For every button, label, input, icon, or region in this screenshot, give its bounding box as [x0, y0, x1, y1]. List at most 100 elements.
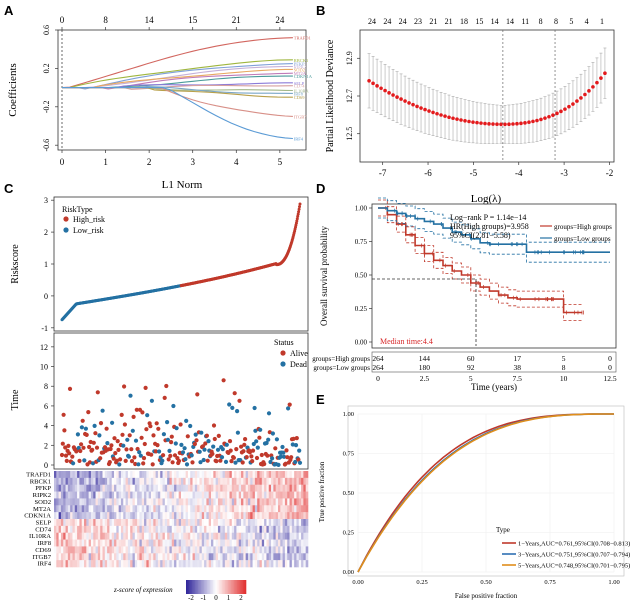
heatmap-cell — [169, 519, 173, 527]
heatmap-cell — [86, 491, 89, 499]
heatmap-row-il10ra: IL10RA — [29, 533, 51, 540]
scale-swatch — [208, 580, 211, 594]
heatmap-cell — [245, 512, 249, 520]
heatmap-cell — [241, 471, 244, 479]
heatmap-cell — [141, 525, 145, 534]
heatmap-cell — [93, 525, 96, 534]
panel-b-top-ticks: 24 24 24 23 21 21 18 15 14 14 11 8 8 5 4 1 — [368, 17, 604, 26]
b-point — [467, 119, 471, 124]
panel-c-heatmap-cells — [54, 471, 309, 568]
heatmap-cell — [63, 519, 66, 527]
heatmap-cell — [277, 498, 281, 506]
heatmap-cell — [171, 491, 175, 499]
heatmap-cell — [167, 484, 170, 492]
d-xtick-label: 7.5 — [513, 374, 523, 383]
heatmap-cell — [220, 484, 223, 492]
a-xtick-label: 4 — [234, 157, 239, 167]
heatmap-cell — [164, 546, 168, 554]
panel-e-xlabel: False positive fraction — [455, 592, 518, 600]
dead-point — [90, 461, 96, 466]
heatmap-cell — [127, 546, 131, 554]
heatmap-cell — [79, 532, 83, 540]
heatmap-cell — [97, 553, 101, 561]
heatmap-cell — [187, 532, 191, 540]
heatmap-cell — [155, 512, 159, 520]
heatmap-cell — [127, 539, 131, 547]
heatmap-cell — [238, 471, 242, 479]
alive-point — [144, 427, 149, 432]
heatmap-cell — [56, 498, 59, 506]
heatmap-cell — [222, 560, 226, 568]
a-top-tick-label: 24 — [275, 15, 285, 25]
heatmap-cell — [234, 525, 237, 534]
b-point — [495, 122, 499, 127]
heatmap-cell — [104, 498, 108, 506]
heatmap-cell — [164, 560, 168, 568]
heatmap-cell — [187, 491, 191, 499]
heatmap-cell — [178, 477, 182, 486]
b-point — [503, 122, 507, 127]
panel-b-lambda-lines — [502, 30, 556, 162]
heatmap-cell — [280, 532, 283, 540]
heatmap-cell — [70, 546, 73, 554]
heatmap-cell — [148, 491, 152, 499]
heatmap-cell — [74, 471, 78, 479]
heatmap-cell — [250, 498, 253, 506]
heatmap-cell — [264, 484, 267, 492]
alive-point — [135, 446, 140, 452]
panel-b-ylabel: Partial Likelihood Deviance — [325, 39, 336, 152]
heatmap-cell — [194, 512, 198, 520]
alive-point — [129, 459, 135, 464]
coef-line-trafd1 — [61, 37, 293, 89]
heatmap-cell — [167, 560, 170, 568]
heatmap-cell — [162, 477, 166, 486]
heatmap-cell — [275, 553, 279, 561]
heatmap-cell — [259, 546, 263, 554]
heatmap-cell — [125, 546, 129, 554]
heatmap-cell — [211, 505, 214, 513]
dead-point — [233, 460, 238, 465]
heatmap-cell — [56, 519, 59, 527]
heatmap-cell — [181, 525, 184, 534]
alive-point — [254, 455, 260, 461]
heatmap-cell — [213, 553, 216, 561]
heatmap-cell — [301, 477, 304, 486]
heatmap-cell — [100, 519, 103, 527]
b-point — [479, 121, 483, 125]
heatmap-cell — [204, 553, 207, 561]
heatmap-cell — [77, 519, 80, 527]
heatmap-cell — [70, 560, 73, 568]
dead-point — [117, 462, 122, 467]
heatmap-cell — [264, 512, 267, 520]
heatmap-cell — [257, 512, 260, 520]
heatmap-cell — [79, 471, 83, 479]
c1-ytick-label: -1 — [41, 324, 48, 333]
alive-point — [169, 434, 174, 439]
panel-d-xlabel: Time (years) — [471, 382, 517, 392]
heatmap-cell — [287, 498, 290, 506]
alive-point — [237, 398, 242, 403]
heatmap-cell — [93, 477, 96, 486]
heatmap-cell — [178, 512, 182, 520]
heatmap-cell — [120, 484, 124, 492]
heatmap-cell — [67, 532, 71, 540]
heatmap-cell — [162, 525, 166, 534]
heatmap-cell — [157, 560, 161, 568]
heatmap-cell — [183, 491, 186, 499]
b-point — [387, 91, 391, 95]
e-ytick-label: 0.00 — [343, 569, 354, 576]
heatmap-cell — [296, 498, 300, 506]
heatmap-cell — [185, 546, 189, 554]
heatmap-cell — [77, 484, 80, 492]
panel-c-time-points — [59, 378, 303, 467]
heatmap-cell — [197, 484, 200, 492]
heatmap-cell — [275, 546, 279, 554]
heatmap-cell — [222, 553, 226, 561]
heatmap-cell — [254, 539, 258, 547]
heatmap-cell — [215, 505, 219, 513]
heatmap-cell — [277, 532, 281, 540]
heatmap-cell — [257, 525, 260, 534]
heatmap-cell — [84, 477, 87, 486]
heatmap-cell — [148, 498, 152, 506]
heatmap-cell — [282, 512, 286, 520]
